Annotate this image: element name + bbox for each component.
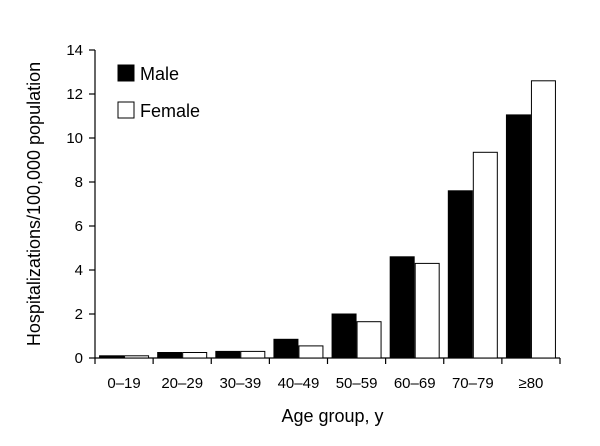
x-axis-title: Age group, y: [281, 406, 383, 426]
x-tick-label: 70–79: [452, 375, 494, 392]
bar-male: [157, 352, 183, 359]
bar-male: [389, 256, 415, 359]
x-tick-label: 0–19: [107, 375, 140, 392]
x-tick-label: 20–29: [161, 375, 203, 392]
y-tick-label: 14: [66, 42, 83, 59]
bar-female: [240, 350, 266, 359]
bar-female: [124, 355, 150, 359]
bar-male: [447, 190, 473, 359]
bar-male: [99, 355, 125, 359]
y-tick-label: 10: [66, 130, 83, 147]
legend-swatch-female: [117, 101, 135, 119]
bar-male: [331, 313, 357, 359]
y-tick-label: 0: [75, 350, 83, 367]
y-tick-label: 8: [75, 174, 83, 191]
bar-female: [356, 321, 382, 359]
legend-swatch-male: [117, 64, 135, 82]
legend-label-female: Female: [140, 101, 200, 121]
bar-female: [182, 352, 208, 359]
y-tick-label: 2: [75, 306, 83, 323]
bar-female: [414, 262, 440, 359]
bar-male: [273, 338, 299, 359]
bar-male: [215, 350, 241, 359]
y-axis-title: Hospitalizations/100,000 population: [24, 62, 44, 346]
bar-male: [505, 114, 531, 359]
x-tick-label: 30–39: [219, 375, 261, 392]
y-tick-label: 4: [75, 262, 83, 279]
bar-female: [298, 345, 324, 359]
bar-female: [530, 80, 556, 359]
y-tick-label: 12: [66, 86, 83, 103]
legend-label-male: Male: [140, 64, 179, 84]
x-tick-label: 60–69: [394, 375, 436, 392]
y-tick-label: 6: [75, 218, 83, 235]
x-tick-label: 40–49: [278, 375, 320, 392]
x-tick-label: ≥80: [518, 375, 543, 392]
bar-female: [472, 151, 498, 359]
x-tick-label: 50–59: [336, 375, 378, 392]
